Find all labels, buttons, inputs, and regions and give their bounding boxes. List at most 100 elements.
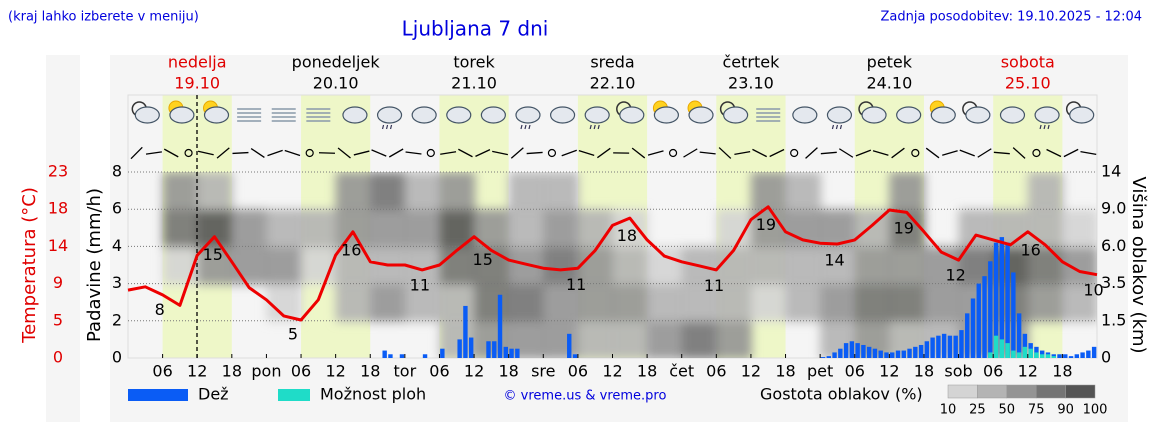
precip-bar [826,356,831,358]
cloud-cell [404,283,441,322]
precip-bar [936,335,941,358]
y3-tick-label: 18 [48,199,68,218]
x-tick-label: 18 [222,362,242,381]
precip-bar [993,242,999,358]
cloud-cell [785,246,822,285]
precip-bar [497,294,503,358]
day-name: četrtek [722,53,780,72]
precip-bar [572,354,578,358]
cloud-cell [681,320,718,358]
cloud-cell [785,172,822,211]
precip-bar [422,354,428,358]
wind-barb [216,147,230,159]
precip-bar [1074,354,1080,358]
density-swatch [1035,384,1066,399]
temperature-label: 5 [288,325,298,344]
rain-icon [831,124,835,130]
precip-bar [924,341,930,358]
precip-bar [468,337,474,358]
cloud-cell [1027,209,1064,248]
precip-bar [1051,356,1056,358]
precip-bar [988,352,993,358]
chart-title: Ljubljana 7 dni [402,17,549,41]
density-label: 10 [940,403,957,418]
x-tick-label: 06 [429,362,449,381]
precip-bar [457,339,462,358]
x-tick-label: pet [807,362,833,381]
y2-tick-label: 6.0 [1101,236,1126,255]
legend-label: Dež [198,385,229,404]
wind-barb [942,150,958,156]
cloud-cell [162,172,199,211]
y2-tick-label: 9.0 [1101,199,1126,218]
precip-bar [861,344,866,358]
cloud-cell [439,172,476,211]
cloud-cell [612,320,649,358]
precip-bar [1005,343,1010,358]
temperature-label: 19 [894,219,914,238]
cloud-cell [923,283,960,322]
wind-barb [838,148,854,158]
precip-bar [486,341,491,358]
cloud-icon [169,106,195,124]
cloud-cell [577,320,614,358]
cloud-cell [716,320,752,358]
cloud-cell [1062,209,1097,248]
precip-bar [999,339,1005,358]
precip-bar [1016,352,1022,358]
cloud-icon [723,106,749,124]
subtitle: (kraj lahko izberete v meniju) [8,10,199,25]
left-panel [46,55,80,422]
temperature-label: 11 [704,276,724,295]
precip-bar [492,341,497,358]
cloud-cell [1027,283,1064,322]
y-tick-label: 6 [112,199,122,218]
day-date: 22.10 [590,74,636,93]
calm-icon [1032,148,1041,158]
precip-bar [959,330,964,358]
precip-bar [838,348,843,358]
y-tick-label: 2 [112,310,122,329]
cloud-cell [543,172,579,211]
rain-icon [1043,124,1046,130]
precip-bar [843,343,849,358]
precip-bar [820,357,826,358]
y2-tick-label: 0 [1101,348,1111,367]
precip-bar [382,350,387,358]
wind-barb [1063,148,1079,158]
temperature-label: 11 [566,275,586,294]
x-tick-label: 12 [602,362,622,381]
day-date: 23.10 [728,74,774,93]
temperature-label: 15 [203,245,223,264]
wind-barb [891,147,905,159]
precip-bar [1034,346,1039,358]
wind-barb [578,150,595,156]
precip-bar [953,335,958,358]
precip-bar [947,335,953,358]
cloud-cell [577,246,614,285]
cloud-cell [439,283,476,322]
precip-bar [399,354,405,358]
x-tick-label: 18 [914,362,934,381]
y2-tick-label: 3.5 [1101,273,1126,292]
day-name: petek [867,53,913,72]
cloud-cell [854,283,891,322]
rain-icon [528,124,531,130]
cloud-cell [577,209,614,248]
cloud-cell [197,172,233,211]
temperature-label: 19 [756,215,776,234]
precip-bar [503,346,508,358]
precip-bar [913,346,918,358]
wind-barb [561,149,577,157]
rain-icon [389,124,393,130]
cloud-icon [515,106,541,124]
precip-bar [1016,313,1022,358]
y2-axis-label: Višina oblakov (km) [1128,176,1149,353]
temperature-axis-label: Temperatura (°C) [19,187,40,344]
density-swatch [1065,384,1096,399]
precip-bar [872,348,878,358]
rain-icon [1047,124,1050,130]
cloud-cell [370,172,406,211]
wind-barb [718,147,732,159]
wind-barb [250,147,265,159]
